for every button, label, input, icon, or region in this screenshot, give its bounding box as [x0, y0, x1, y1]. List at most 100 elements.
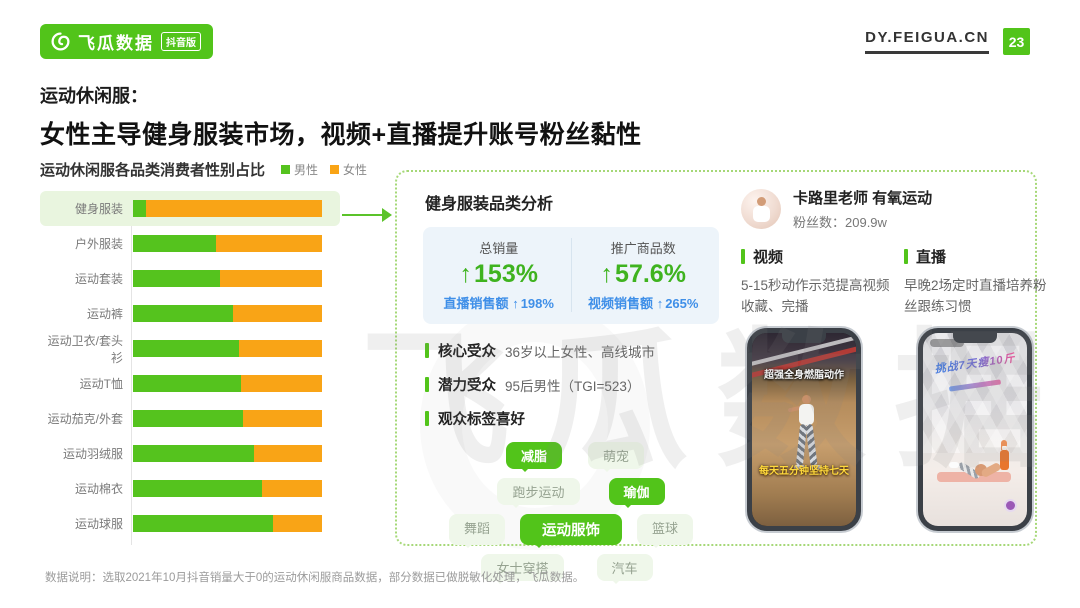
column-description: 早晚2场定时直播培养粉丝跟练习惯: [904, 278, 1047, 314]
bullet-label: 观众标签喜好: [438, 412, 525, 428]
page-title: 女性主导健身服装市场，视频+直播提升账号粉丝黏性: [40, 121, 642, 149]
metric-sub-value: 265%: [657, 296, 699, 311]
bullet-text: 95后男性（TGI=523）: [505, 378, 641, 394]
audience-tag: 萌宠: [588, 442, 645, 472]
bar-row: 运动套装: [40, 261, 340, 296]
bullet-core-audience: 核心受众 36岁以上女性、高线城市: [425, 340, 719, 361]
audience-tag: 运动服饰: [520, 514, 622, 548]
category-analysis-panel: 健身服装品类分析 总销量 153% 直播销售额 198% 推广商品数 57.6%…: [395, 170, 1047, 584]
bar-segment-男性: [133, 340, 239, 357]
chart-axis-line: [131, 195, 132, 545]
account-header: 卡路里老师 有氧运动 粉丝数：209.9w: [741, 187, 1067, 231]
bar-track: [133, 200, 322, 217]
bullet-label: 潜力受众: [438, 378, 496, 394]
bar-segment-女性: [261, 480, 322, 497]
audience-tag: 跑步运动: [497, 478, 580, 508]
logo-brand-text: 飞瓜数据: [78, 34, 154, 53]
header-right: DY.FEIGUA.CN 23: [865, 28, 1030, 55]
bar-row: 运动茄克/外套: [40, 401, 340, 436]
bar-row: 运动卫衣/套头衫: [40, 331, 340, 366]
live-column: 直播 早晚2场定时直播培养粉丝跟练习惯: [904, 246, 1067, 318]
person-figure: [949, 461, 959, 468]
bar-segment-女性: [253, 445, 322, 462]
bar-segment-男性: [133, 200, 147, 217]
video-caption-bottom: 每天五分钟坚持七天: [759, 466, 849, 478]
video-phone-mockup: 超强全身燃脂动作 每天五分钟坚持七天: [747, 327, 861, 531]
person-figure: [805, 423, 818, 467]
site-url-link[interactable]: DY.FEIGUA.CN: [865, 29, 989, 54]
metric-sub-value: 198%: [512, 296, 554, 311]
account-avatar: [741, 189, 781, 229]
phone-mockups: 超强全身燃脂动作 每天五分钟坚持七天 挑战7天瘦10斤: [741, 327, 1067, 531]
bar-segment-女性: [240, 375, 322, 392]
bar-category-label: 运动羽绒服: [62, 447, 123, 461]
title-block: 运动休闲服： 女性主导健身服装市场，视频+直播提升账号粉丝黏性: [40, 82, 642, 151]
bar-track: [133, 305, 322, 322]
metric-promoted-products: 推广商品数 57.6% 视频销售额 265%: [570, 238, 716, 312]
person-figure: [802, 394, 811, 404]
bar-track: [133, 515, 322, 532]
bullet-potential-audience: 潜力受众 95后男性（TGI=523）: [425, 374, 719, 395]
bar-segment-女性: [146, 200, 322, 217]
melon-swirl-icon: [50, 31, 71, 52]
challenge-badge: 挑战7天瘦10斤: [923, 348, 1027, 378]
bar-row: 户外服装: [40, 226, 340, 261]
bar-segment-女性: [238, 340, 322, 357]
bar-category-label: 运动球服: [74, 517, 123, 531]
bullet-text: 36岁以上女性、高线城市: [505, 344, 656, 360]
green-bar-icon: [425, 377, 429, 392]
livestream-screenshot: 挑战7天瘦10斤: [923, 332, 1027, 526]
bar-track: [133, 340, 322, 357]
bar-segment-女性: [272, 515, 322, 532]
bar-track: [133, 445, 322, 462]
bar-track: [133, 270, 322, 287]
chart-title: 运动休闲服各品类消费者性别占比: [40, 162, 266, 179]
chart-header: 运动休闲服各品类消费者性别占比 男性 女性: [40, 159, 367, 180]
bar-segment-男性: [133, 515, 273, 532]
bar-category-label: 运动茄克/外套: [47, 412, 123, 426]
bar-segment-女性: [219, 270, 322, 287]
bar-category-label: 健身服装: [74, 202, 123, 216]
video-screenshot: 超强全身燃脂动作 每天五分钟坚持七天: [752, 332, 856, 526]
analysis-title: 健身服装品类分析: [425, 196, 554, 213]
streamer-name-pill: [930, 338, 964, 347]
bar-segment-男性: [133, 235, 217, 252]
bar-track: [133, 375, 322, 392]
mascot-figure: [1001, 439, 1007, 450]
chart-legend: 男性 女性: [281, 161, 367, 178]
bar-row: 运动羽绒服: [40, 436, 340, 471]
logo-edition-badge: 抖音版: [161, 32, 201, 51]
bar-segment-男性: [133, 375, 241, 392]
audience-tag: 女士穿搭: [481, 554, 564, 584]
person-figure: [799, 403, 814, 425]
section-label: 运动休闲服：: [40, 86, 148, 106]
bullet-tag-preference: 观众标签喜好: [425, 408, 719, 429]
legend-item: 男性: [281, 161, 318, 178]
highlight-arrow-icon: [342, 207, 392, 223]
bar-segment-男性: [133, 305, 234, 322]
bar-segment-男性: [133, 445, 254, 462]
bar-category-label: 运动卫衣/套头衫: [47, 333, 123, 365]
metric-total-sales: 总销量 153% 直播销售额 198%: [427, 238, 571, 312]
audience-tag: 减脂: [505, 442, 562, 472]
livestream-sticker-icon: [1004, 498, 1017, 512]
audience-tag: 篮球: [637, 514, 694, 548]
video-caption-top: 超强全身燃脂动作: [764, 369, 844, 381]
audience-tag: 汽车: [596, 554, 653, 584]
green-bar-icon: [425, 411, 429, 426]
video-column: 视频 5-15秒动作示范提高视频收藏、完播: [741, 246, 904, 318]
bar-category-label: 运动T恤: [79, 377, 123, 391]
page-number-badge: 23: [1003, 28, 1030, 55]
bullet-label: 核心受众: [438, 344, 496, 360]
account-section: 卡路里老师 有氧运动 粉丝数：209.9w 视频 5-15秒动作示范提高视频收藏…: [741, 187, 1067, 532]
bar-category-label: 运动裤: [86, 307, 123, 321]
data-source-note: 数据说明：选取2021年10月抖音销量大于0的运动休闲服商品数据，部分数据已做脱…: [45, 572, 585, 584]
metrics-box: 总销量 153% 直播销售额 198% 推广商品数 57.6% 视频销售额 26…: [423, 227, 719, 324]
bar-segment-女性: [216, 235, 322, 252]
audience-tag-cloud: 减脂 萌宠 跑步运动 瑜伽 舞蹈 运动服饰 篮球 女士穿搭 汽车: [423, 442, 719, 584]
bar-row: 健身服装: [40, 191, 340, 226]
bar-track: [133, 235, 322, 252]
legend-label: 女性: [343, 163, 368, 177]
metric-label: 推广商品数: [610, 241, 676, 256]
